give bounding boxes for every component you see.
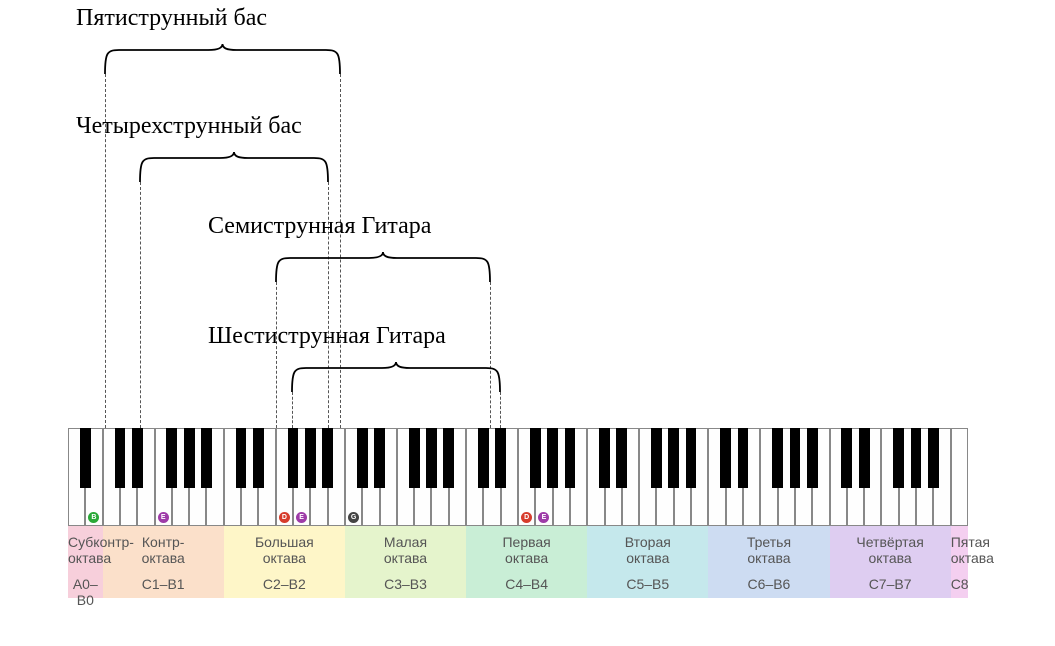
black-key bbox=[322, 428, 333, 488]
black-key bbox=[530, 428, 541, 488]
black-key bbox=[772, 428, 783, 488]
octave-label-6: ТретьяоктаваC6–B6 bbox=[708, 528, 829, 592]
dropline-2-r bbox=[490, 282, 491, 428]
note-marker-G: G bbox=[348, 512, 359, 523]
black-key bbox=[495, 428, 506, 488]
dropline-3-l bbox=[292, 392, 293, 428]
piano: BEDEGDE bbox=[68, 428, 968, 526]
octave-label-7: ЧетвёртаяоктаваC7–B7 bbox=[830, 528, 951, 592]
black-key bbox=[115, 428, 126, 488]
octave-range: C4–B4 bbox=[466, 566, 587, 592]
black-key bbox=[565, 428, 576, 488]
range-label-3: Шестиструнная Гитара bbox=[208, 323, 446, 350]
brace-3 bbox=[292, 362, 500, 392]
black-key bbox=[166, 428, 177, 488]
keyboard-area: BEDEGDEСубконтр-октаваA0–B0Контр-октаваC… bbox=[68, 428, 968, 598]
brace-2 bbox=[276, 252, 490, 282]
range-label-1: Четырехструнный бас bbox=[76, 113, 302, 140]
octave-range: C6–B6 bbox=[708, 566, 829, 592]
black-key bbox=[409, 428, 420, 488]
black-key bbox=[547, 428, 558, 488]
octave-name: Субконтр-октава bbox=[68, 528, 103, 566]
brace-0 bbox=[105, 44, 340, 74]
dropline-1-l bbox=[140, 182, 141, 428]
note-marker-E: E bbox=[158, 512, 169, 523]
octave-name: Контр-октава bbox=[103, 528, 224, 566]
octave-name: Пятаяоктава bbox=[951, 528, 968, 566]
brace-1 bbox=[140, 152, 328, 182]
note-marker-D: D bbox=[279, 512, 290, 523]
black-key bbox=[132, 428, 143, 488]
octave-label-5: ВтораяоктаваC5–B5 bbox=[587, 528, 708, 592]
octave-label-2: БольшаяоктаваC2–B2 bbox=[224, 528, 345, 592]
black-key bbox=[426, 428, 437, 488]
black-key bbox=[893, 428, 904, 488]
octave-label-4: ПерваяоктаваC4–B4 bbox=[466, 528, 587, 592]
black-key bbox=[374, 428, 385, 488]
black-key bbox=[928, 428, 939, 488]
black-key bbox=[738, 428, 749, 488]
black-key bbox=[859, 428, 870, 488]
octave-range: C3–B3 bbox=[345, 566, 466, 592]
octave-label-3: МалаяоктаваC3–B3 bbox=[345, 528, 466, 592]
octave-range: C5–B5 bbox=[587, 566, 708, 592]
octave-name: Втораяоктава bbox=[587, 528, 708, 566]
black-key bbox=[668, 428, 679, 488]
octave-name: Большаяоктава bbox=[224, 528, 345, 566]
black-key bbox=[686, 428, 697, 488]
octave-name: Малаяоктава bbox=[345, 528, 466, 566]
black-key bbox=[616, 428, 627, 488]
black-key bbox=[443, 428, 454, 488]
octave-range: C8 bbox=[951, 566, 968, 592]
octave-label-1: Контр-октаваC1–B1 bbox=[103, 528, 224, 592]
dropline-2-l bbox=[276, 282, 277, 428]
black-key bbox=[911, 428, 922, 488]
black-key bbox=[305, 428, 316, 488]
black-key bbox=[478, 428, 489, 488]
black-key bbox=[790, 428, 801, 488]
octave-range: C1–B1 bbox=[103, 566, 224, 592]
black-key bbox=[253, 428, 264, 488]
black-key bbox=[651, 428, 662, 488]
black-key bbox=[80, 428, 91, 488]
octave-range: C7–B7 bbox=[830, 566, 951, 592]
black-key bbox=[201, 428, 212, 488]
octave-name: Перваяоктава bbox=[466, 528, 587, 566]
white-key bbox=[951, 428, 968, 526]
octave-label-0: Субконтр-октаваA0–B0 bbox=[68, 528, 103, 608]
black-key bbox=[236, 428, 247, 488]
octave-name: Четвёртаяоктава bbox=[830, 528, 951, 566]
black-key bbox=[807, 428, 818, 488]
octave-range: C2–B2 bbox=[224, 566, 345, 592]
range-label-0: Пятиструнный бас bbox=[76, 5, 267, 32]
black-key bbox=[288, 428, 299, 488]
dropline-3-r bbox=[500, 392, 501, 428]
black-key bbox=[720, 428, 731, 488]
black-key bbox=[357, 428, 368, 488]
black-key bbox=[599, 428, 610, 488]
black-key bbox=[841, 428, 852, 488]
black-key bbox=[184, 428, 195, 488]
octave-label-8: ПятаяоктаваC8 bbox=[951, 528, 968, 592]
octave-labels: Субконтр-октаваA0–B0Контр-октаваC1–B1Бол… bbox=[68, 528, 968, 598]
octave-range: A0–B0 bbox=[68, 566, 103, 608]
octave-name: Третьяоктава bbox=[708, 528, 829, 566]
range-label-2: Семиструнная Гитара bbox=[208, 213, 431, 240]
